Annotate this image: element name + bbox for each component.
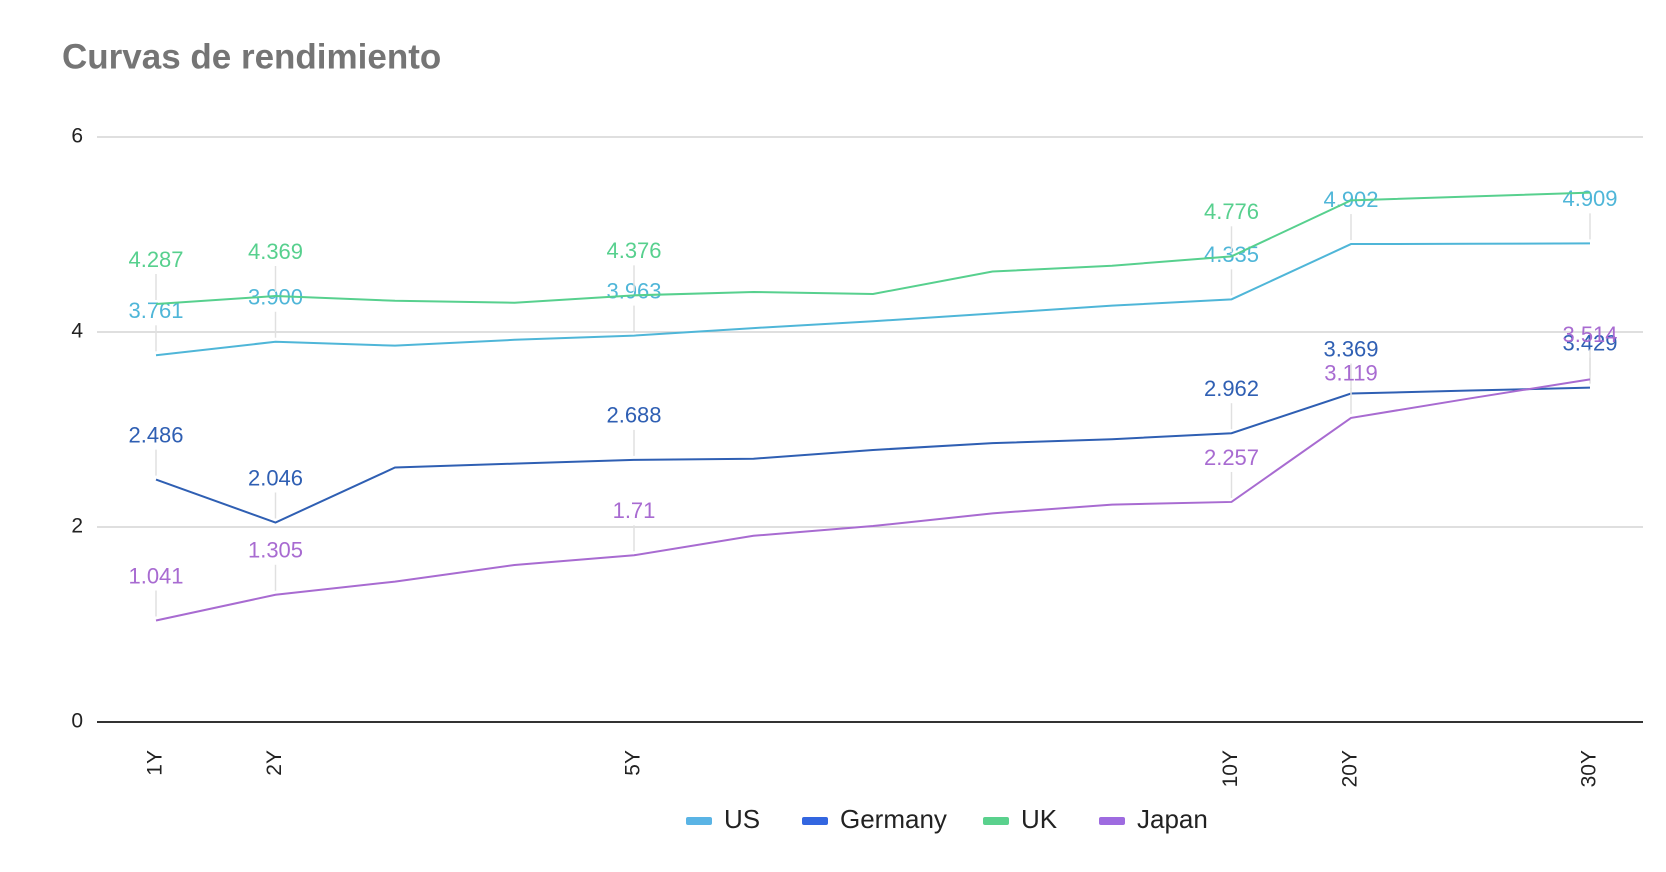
legend-swatch <box>802 817 828 825</box>
data-label: 2.046 <box>248 465 303 490</box>
x-tick-label: 2Y <box>263 750 286 776</box>
y-tick-label: 4 <box>71 320 83 343</box>
data-label: 2.962 <box>1204 376 1259 401</box>
data-label: 4.376 <box>606 238 661 263</box>
legend-label: Japan <box>1137 804 1208 834</box>
data-label: 3.119 <box>1324 361 1377 386</box>
x-tick-label: 10Y <box>1219 750 1242 787</box>
y-tick-label: 0 <box>71 710 83 733</box>
data-label: 1.305 <box>248 538 303 563</box>
series-line <box>155 378 1591 622</box>
x-tick-label: 1Y <box>144 750 167 776</box>
y-tick-label: 6 <box>71 125 83 148</box>
chart-title: Curvas de rendimiento <box>62 37 441 76</box>
data-label: 1.71 <box>613 498 656 523</box>
data-label: 3.514 <box>1562 322 1617 347</box>
data-label: 4.287 <box>128 247 183 272</box>
x-tick-label: 30Y <box>1578 750 1601 787</box>
series-line <box>155 242 1591 357</box>
x-tick-label: 20Y <box>1339 750 1362 787</box>
legend-swatch <box>686 817 712 825</box>
x-tick-label: 5Y <box>622 750 645 776</box>
data-label: 2.688 <box>606 403 661 428</box>
data-label: 4.776 <box>1204 199 1259 224</box>
series-line <box>155 191 1591 306</box>
legend-label: US <box>724 804 760 834</box>
legend-label: Germany <box>840 804 947 834</box>
data-label: 2.257 <box>1204 445 1259 470</box>
data-label: 3.369 <box>1323 336 1378 361</box>
legend-swatch <box>1099 817 1125 825</box>
y-tick-label: 2 <box>71 515 83 538</box>
series-line <box>155 386 1591 524</box>
data-label: 1.041 <box>128 563 183 588</box>
data-label: 4.909 <box>1562 186 1617 211</box>
data-label: 2.486 <box>128 422 183 447</box>
legend-swatch <box>983 817 1009 825</box>
legend-label: UK <box>1021 804 1058 834</box>
data-label: 4.369 <box>248 239 303 264</box>
